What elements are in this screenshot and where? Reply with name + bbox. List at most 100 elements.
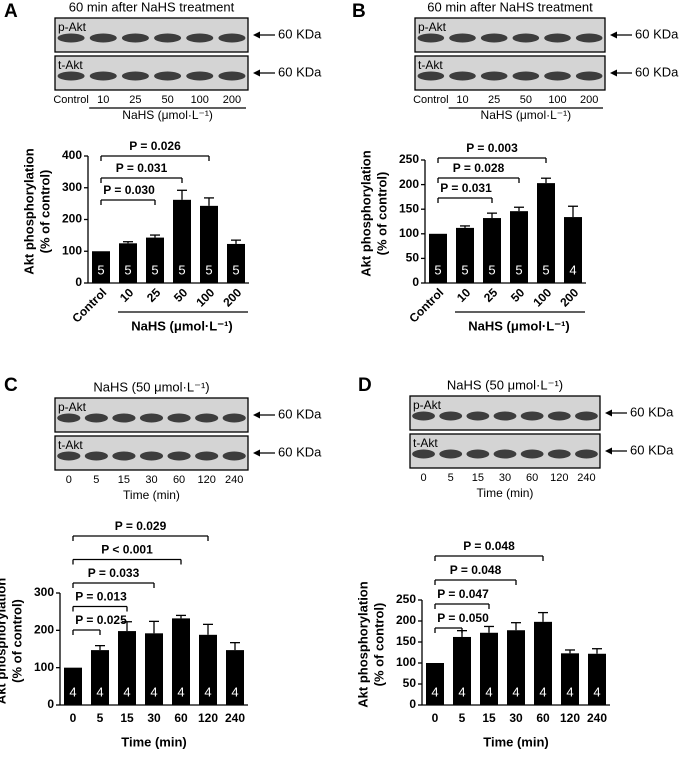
panel-letter: B: [352, 1, 366, 22]
bar: [199, 634, 217, 705]
blot-band: [167, 451, 191, 461]
blot-band: [520, 449, 544, 459]
blot-row-label: t-Akt: [418, 58, 443, 72]
n-label: 4: [431, 684, 438, 699]
p-value: P = 0.029: [115, 519, 167, 533]
panel-letter: C: [4, 375, 18, 396]
blot-band: [57, 71, 85, 81]
blot-band: [493, 411, 517, 421]
bar: [227, 243, 245, 283]
n-label: 4: [593, 684, 600, 699]
blot-band: [466, 411, 490, 421]
blot-band: [139, 451, 164, 461]
n-label: 5: [461, 262, 468, 277]
arrow-head: [610, 69, 617, 77]
lane-label: 15: [472, 472, 484, 484]
n-label: 4: [539, 684, 546, 699]
blot-band: [57, 413, 81, 423]
lane-label: 200: [223, 94, 241, 106]
x-tick-label: 30: [509, 711, 523, 725]
y-axis-label: Akt phosphorylation: [0, 578, 8, 704]
arrow-head: [605, 409, 612, 417]
y-axis-label: (% of control): [374, 172, 389, 256]
lane-label: 120: [197, 474, 215, 486]
blot-strip: [414, 17, 606, 53]
panel-letter: D: [358, 375, 372, 396]
blot-band: [222, 451, 246, 461]
blot-band: [121, 71, 149, 81]
n-label: 4: [566, 684, 573, 699]
blot-xlabel: Time (min): [477, 486, 534, 500]
y-tick-label: 50: [403, 676, 417, 690]
blot-band: [57, 33, 85, 43]
p-value: P = 0.026: [129, 139, 181, 153]
x-tick-label: 50: [508, 285, 528, 305]
blot-marker: 60 KDa: [630, 442, 674, 457]
bar: [564, 217, 582, 283]
n-label: 4: [123, 684, 130, 699]
p-value: P = 0.047: [437, 587, 489, 601]
y-tick-label: 200: [62, 212, 82, 226]
p-value: P = 0.028: [453, 161, 505, 175]
arrow-head: [253, 411, 260, 419]
x-tick-label: 100: [193, 285, 217, 309]
blot-band: [412, 411, 435, 421]
y-tick-label: 200: [399, 177, 419, 191]
lane-label: Control: [413, 94, 448, 106]
bar: [145, 633, 163, 705]
blot-title: NaHS (50 μmol·L⁻¹): [447, 377, 563, 392]
bar: [92, 251, 110, 283]
bar: [173, 199, 191, 283]
lane-label: 25: [129, 94, 141, 106]
p-value: P = 0.025: [75, 613, 127, 627]
blot-band: [139, 413, 164, 423]
x-tick-label: 60: [174, 711, 188, 725]
blot-marker: 60 KDa: [278, 64, 322, 79]
blot-xlabel: NaHS (μmol·L⁻¹): [481, 108, 572, 122]
blot-band: [84, 413, 108, 423]
blot-band: [480, 71, 508, 81]
x-axis-label: Time (min): [121, 734, 187, 749]
x-tick-label: 0: [70, 711, 77, 725]
blot-marker: 60 KDa: [630, 404, 674, 419]
lane-label: 240: [577, 472, 595, 484]
p-value: P = 0.031: [116, 161, 168, 175]
y-axis-label: Akt phosphorylation: [358, 150, 373, 276]
blot-band: [195, 413, 219, 423]
blot-band: [466, 449, 490, 459]
blot-band: [575, 71, 603, 81]
x-tick-label: 5: [97, 711, 104, 725]
lane-label: 5: [93, 474, 99, 486]
y-tick-label: 50: [406, 251, 420, 265]
n-label: 5: [515, 262, 522, 277]
x-tick-label: 120: [198, 711, 218, 725]
y-axis-label: (% of control): [9, 599, 24, 683]
bar: [510, 211, 528, 283]
blot-band: [222, 413, 246, 423]
blot-band: [218, 33, 246, 43]
blot-marker: 60 KDa: [635, 26, 679, 41]
n-label: 5: [124, 262, 131, 277]
blot-band: [544, 71, 571, 81]
n-label: 5: [178, 262, 185, 277]
blot-band: [417, 33, 445, 43]
p-value: P = 0.050: [437, 611, 489, 625]
p-value: P = 0.033: [88, 566, 140, 580]
p-value: P = 0.048: [450, 563, 502, 577]
y-tick-label: 0: [409, 697, 416, 711]
blot-band: [121, 33, 149, 43]
blot-row-label: p-Akt: [58, 20, 87, 34]
arrow-head: [253, 31, 260, 39]
lane-label: 0: [66, 474, 72, 486]
blot-band: [439, 411, 463, 421]
p-value: P = 0.013: [75, 590, 127, 604]
n-label: 5: [434, 262, 441, 277]
y-tick-label: 100: [62, 243, 82, 257]
y-tick-label: 250: [396, 592, 416, 606]
n-label: 4: [204, 684, 211, 699]
x-tick-label: 50: [171, 285, 191, 305]
bar: [146, 237, 164, 283]
bar: [456, 227, 474, 283]
blot-band: [154, 71, 182, 81]
blot-title: NaHS (50 μmol·L⁻¹): [93, 379, 209, 394]
